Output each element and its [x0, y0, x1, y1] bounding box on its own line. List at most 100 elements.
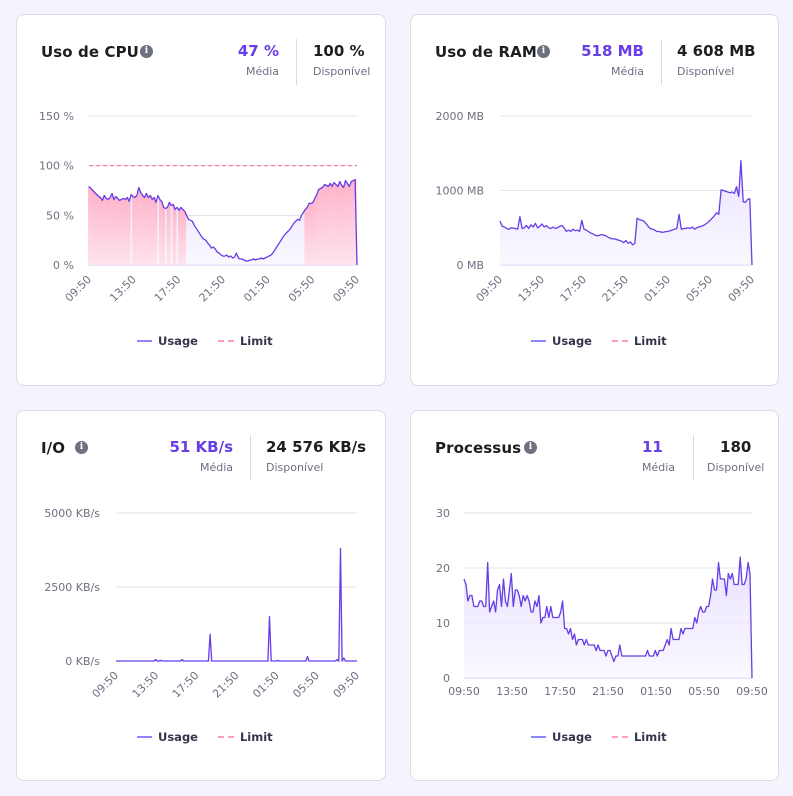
over-threshold-band: [342, 187, 345, 265]
x-tick-label: 13:50: [107, 273, 139, 305]
y-tick-label: 10: [436, 617, 450, 630]
average-label: Média: [199, 461, 233, 474]
y-tick-label: 1000 MB: [435, 185, 484, 198]
over-threshold-band: [183, 211, 187, 265]
over-threshold-band: [325, 185, 328, 265]
over-threshold-band: [134, 197, 137, 265]
usage-legend-label[interactable]: Usage: [158, 334, 198, 348]
over-threshold-band: [107, 199, 110, 265]
card-title: Uso de RAM: [435, 43, 537, 61]
over-threshold-band: [178, 210, 181, 265]
over-threshold-band: [327, 186, 330, 265]
x-tick-label: 13:50: [516, 273, 548, 305]
over-threshold-band: [312, 202, 315, 265]
over-threshold-band: [143, 197, 146, 265]
available-stat: 24 576 KB/s Disponível: [266, 438, 366, 474]
available-value: 24 576 KB/s: [266, 438, 367, 456]
x-tick-label: 21:50: [210, 669, 242, 701]
usage-legend-swatch: [137, 736, 152, 738]
info-icon[interactable]: i: [75, 441, 88, 454]
over-threshold-band: [99, 197, 102, 265]
over-threshold-band: [181, 209, 185, 265]
over-threshold-band: [306, 207, 309, 265]
y-tick-label: 50 %: [46, 209, 74, 222]
usage-line: [116, 547, 357, 662]
card-title: Uso de CPU: [41, 43, 139, 61]
x-tick-label: 09:50: [448, 685, 480, 698]
chart-legend: Usage Limit: [531, 334, 667, 348]
available-label: Disponível: [707, 461, 765, 474]
info-icon[interactable]: i: [140, 45, 153, 58]
limit-legend-label[interactable]: Limit: [633, 334, 667, 348]
over-threshold-band: [323, 184, 326, 265]
x-tick-label: 09:50: [331, 669, 363, 701]
over-threshold-band: [354, 179, 357, 265]
limit-legend-label[interactable]: Limit: [633, 730, 667, 744]
over-threshold-band: [166, 207, 169, 265]
over-threshold-band: [132, 196, 135, 265]
y-tick-label: 0 %: [53, 259, 74, 272]
over-threshold-band: [352, 180, 355, 265]
x-tick-label: 09:50: [726, 273, 758, 305]
over-threshold-band: [95, 194, 98, 265]
over-threshold-band: [139, 192, 142, 265]
average-stat: 51 KB/s Média: [169, 438, 233, 474]
over-threshold-band: [155, 202, 158, 265]
average-stat: 518 MB Média: [581, 42, 644, 78]
x-tick-label: 05:50: [684, 273, 716, 305]
over-threshold-band: [162, 207, 165, 265]
over-threshold-band: [135, 195, 139, 265]
limit-legend-swatch: [217, 340, 234, 342]
info-icon[interactable]: i: [537, 45, 550, 58]
available-value: 4 608 MB: [677, 42, 756, 60]
x-tick-label: 21:50: [592, 685, 624, 698]
over-threshold-band: [90, 188, 93, 265]
over-threshold-band: [335, 184, 338, 265]
usage-legend-label[interactable]: Usage: [158, 730, 198, 744]
available-label: Disponível: [313, 65, 371, 78]
x-tick-label: 01:50: [640, 685, 672, 698]
available-stat: 4 608 MB Disponível: [677, 42, 756, 78]
over-threshold-band: [97, 196, 100, 265]
usage-line: [463, 556, 753, 679]
over-threshold-band: [160, 201, 164, 265]
over-threshold-band: [120, 199, 123, 265]
over-threshold-band: [319, 188, 322, 265]
y-tick-label: 2500 KB/s: [44, 581, 100, 594]
over-threshold-band: [126, 197, 129, 265]
available-value: 100 %: [313, 42, 365, 60]
x-tick-label: 01:50: [642, 273, 674, 305]
over-threshold-band: [116, 198, 120, 265]
x-tick-label: 21:50: [600, 273, 632, 305]
y-tick-label: 0 MB: [456, 259, 484, 272]
over-threshold-band: [93, 192, 97, 265]
over-threshold-band: [315, 194, 319, 265]
over-threshold-band: [329, 183, 332, 265]
usage-area: [116, 548, 357, 661]
over-threshold-band: [174, 209, 177, 265]
usage-legend-label[interactable]: Usage: [552, 730, 592, 744]
average-label: Média: [610, 65, 644, 78]
limit-legend-swatch: [217, 736, 234, 738]
over-threshold-band: [101, 200, 104, 265]
over-threshold-band: [348, 186, 351, 265]
x-tick-label: 09:50: [331, 273, 363, 305]
over-threshold-band: [145, 193, 148, 265]
x-tick-label: 09:50: [63, 273, 95, 305]
usage-line: [499, 160, 753, 266]
average-label: Média: [641, 461, 675, 474]
limit-legend-label[interactable]: Limit: [239, 334, 273, 348]
stat-divider: [693, 435, 694, 481]
over-threshold-band: [128, 201, 131, 265]
over-threshold-band: [333, 182, 336, 265]
over-threshold-band: [308, 203, 311, 265]
info-icon[interactable]: i: [524, 441, 537, 454]
stat-divider: [296, 39, 297, 85]
x-tick-label: 21:50: [197, 273, 229, 305]
available-label: Disponível: [677, 65, 735, 78]
usage-legend-label[interactable]: Usage: [552, 334, 592, 348]
over-threshold-band: [118, 200, 121, 265]
limit-legend-label[interactable]: Limit: [239, 730, 273, 744]
over-threshold-band: [344, 180, 347, 265]
average-value: 11: [641, 438, 663, 456]
